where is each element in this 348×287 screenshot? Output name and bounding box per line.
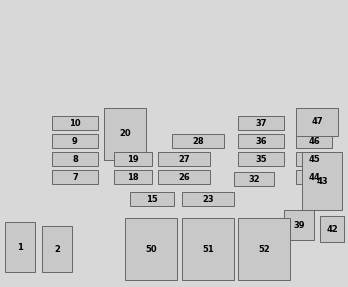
- Bar: [158, 170, 210, 184]
- Bar: [114, 170, 152, 184]
- Bar: [52, 116, 98, 130]
- Bar: [52, 170, 98, 184]
- Text: 35: 35: [255, 154, 267, 164]
- Bar: [234, 172, 274, 186]
- Text: 26: 26: [178, 172, 190, 181]
- Bar: [114, 152, 152, 166]
- Bar: [42, 226, 72, 272]
- Bar: [182, 192, 234, 206]
- Bar: [296, 108, 338, 136]
- Text: 39: 39: [293, 220, 305, 230]
- Bar: [182, 218, 234, 280]
- Text: 32: 32: [248, 174, 260, 183]
- Bar: [130, 192, 174, 206]
- Text: 44: 44: [308, 172, 320, 181]
- Bar: [238, 116, 284, 130]
- Text: 7: 7: [72, 172, 78, 181]
- Text: 45: 45: [308, 154, 320, 164]
- Bar: [125, 218, 177, 280]
- Text: 10: 10: [69, 119, 81, 127]
- Bar: [52, 152, 98, 166]
- Text: 42: 42: [326, 224, 338, 234]
- Text: 23: 23: [202, 195, 214, 203]
- Bar: [172, 134, 224, 148]
- Bar: [296, 134, 332, 148]
- Bar: [5, 222, 35, 272]
- Bar: [52, 134, 98, 148]
- Text: 46: 46: [308, 137, 320, 146]
- Text: 52: 52: [258, 245, 270, 253]
- Bar: [158, 152, 210, 166]
- Bar: [284, 210, 314, 240]
- Bar: [296, 170, 332, 184]
- Text: 37: 37: [255, 119, 267, 127]
- Text: 2: 2: [54, 245, 60, 253]
- Bar: [238, 218, 290, 280]
- Bar: [104, 108, 146, 160]
- Text: 47: 47: [311, 117, 323, 127]
- Text: 1: 1: [17, 243, 23, 251]
- Bar: [238, 134, 284, 148]
- Text: 8: 8: [72, 154, 78, 164]
- Text: 28: 28: [192, 137, 204, 146]
- Bar: [302, 152, 342, 210]
- Text: 43: 43: [316, 177, 328, 185]
- Text: 18: 18: [127, 172, 139, 181]
- Text: 20: 20: [119, 129, 131, 139]
- Text: 19: 19: [127, 154, 139, 164]
- Text: 9: 9: [72, 137, 78, 146]
- Bar: [238, 152, 284, 166]
- Text: 15: 15: [146, 195, 158, 203]
- Bar: [320, 216, 344, 242]
- Text: 36: 36: [255, 137, 267, 146]
- Bar: [296, 152, 332, 166]
- Text: 27: 27: [178, 154, 190, 164]
- Text: 50: 50: [145, 245, 157, 253]
- Text: 51: 51: [202, 245, 214, 253]
